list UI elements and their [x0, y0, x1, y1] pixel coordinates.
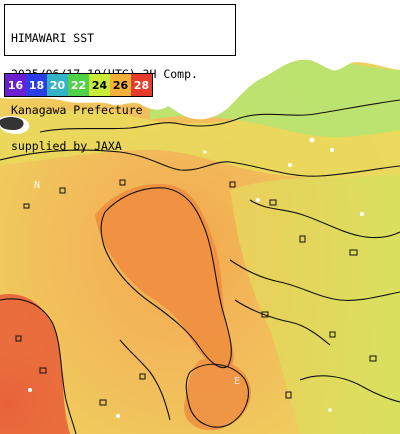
sea-bay-green [150, 58, 400, 138]
sea-warm-tongue [95, 184, 234, 371]
sst-contours [0, 99, 400, 434]
sea-sw-core [0, 294, 70, 434]
legend-cell-24: 24 [89, 74, 110, 96]
sea-south-warm [184, 358, 251, 431]
legend-cell-28: 28 [131, 74, 152, 96]
caption-title: HIMAWARI SST [11, 31, 95, 45]
legend-cell-16: 16 [5, 74, 26, 96]
legend-cell-22: 22 [68, 74, 89, 96]
latitude-label: N [34, 180, 41, 191]
longitude-label: E [234, 376, 241, 387]
contour-speckles [15, 179, 377, 406]
island-marker [0, 117, 24, 130]
legend-cell-20: 20 [47, 74, 68, 96]
cloud-holes [28, 137, 365, 418]
caption-source: supplied by JAXA [11, 139, 122, 153]
map-caption: HIMAWARI SST 2025/06/17 19(UTC) 3H Comp.… [4, 4, 236, 152]
legend-cell-26: 26 [110, 74, 131, 96]
legend-cell-18: 18 [26, 74, 47, 96]
land-boso [300, 30, 400, 60]
land-miura [167, 64, 196, 101]
temperature-legend: 16 18 20 22 24 26 28 [4, 73, 153, 97]
caption-region: Kanagawa Prefecture [11, 103, 143, 117]
